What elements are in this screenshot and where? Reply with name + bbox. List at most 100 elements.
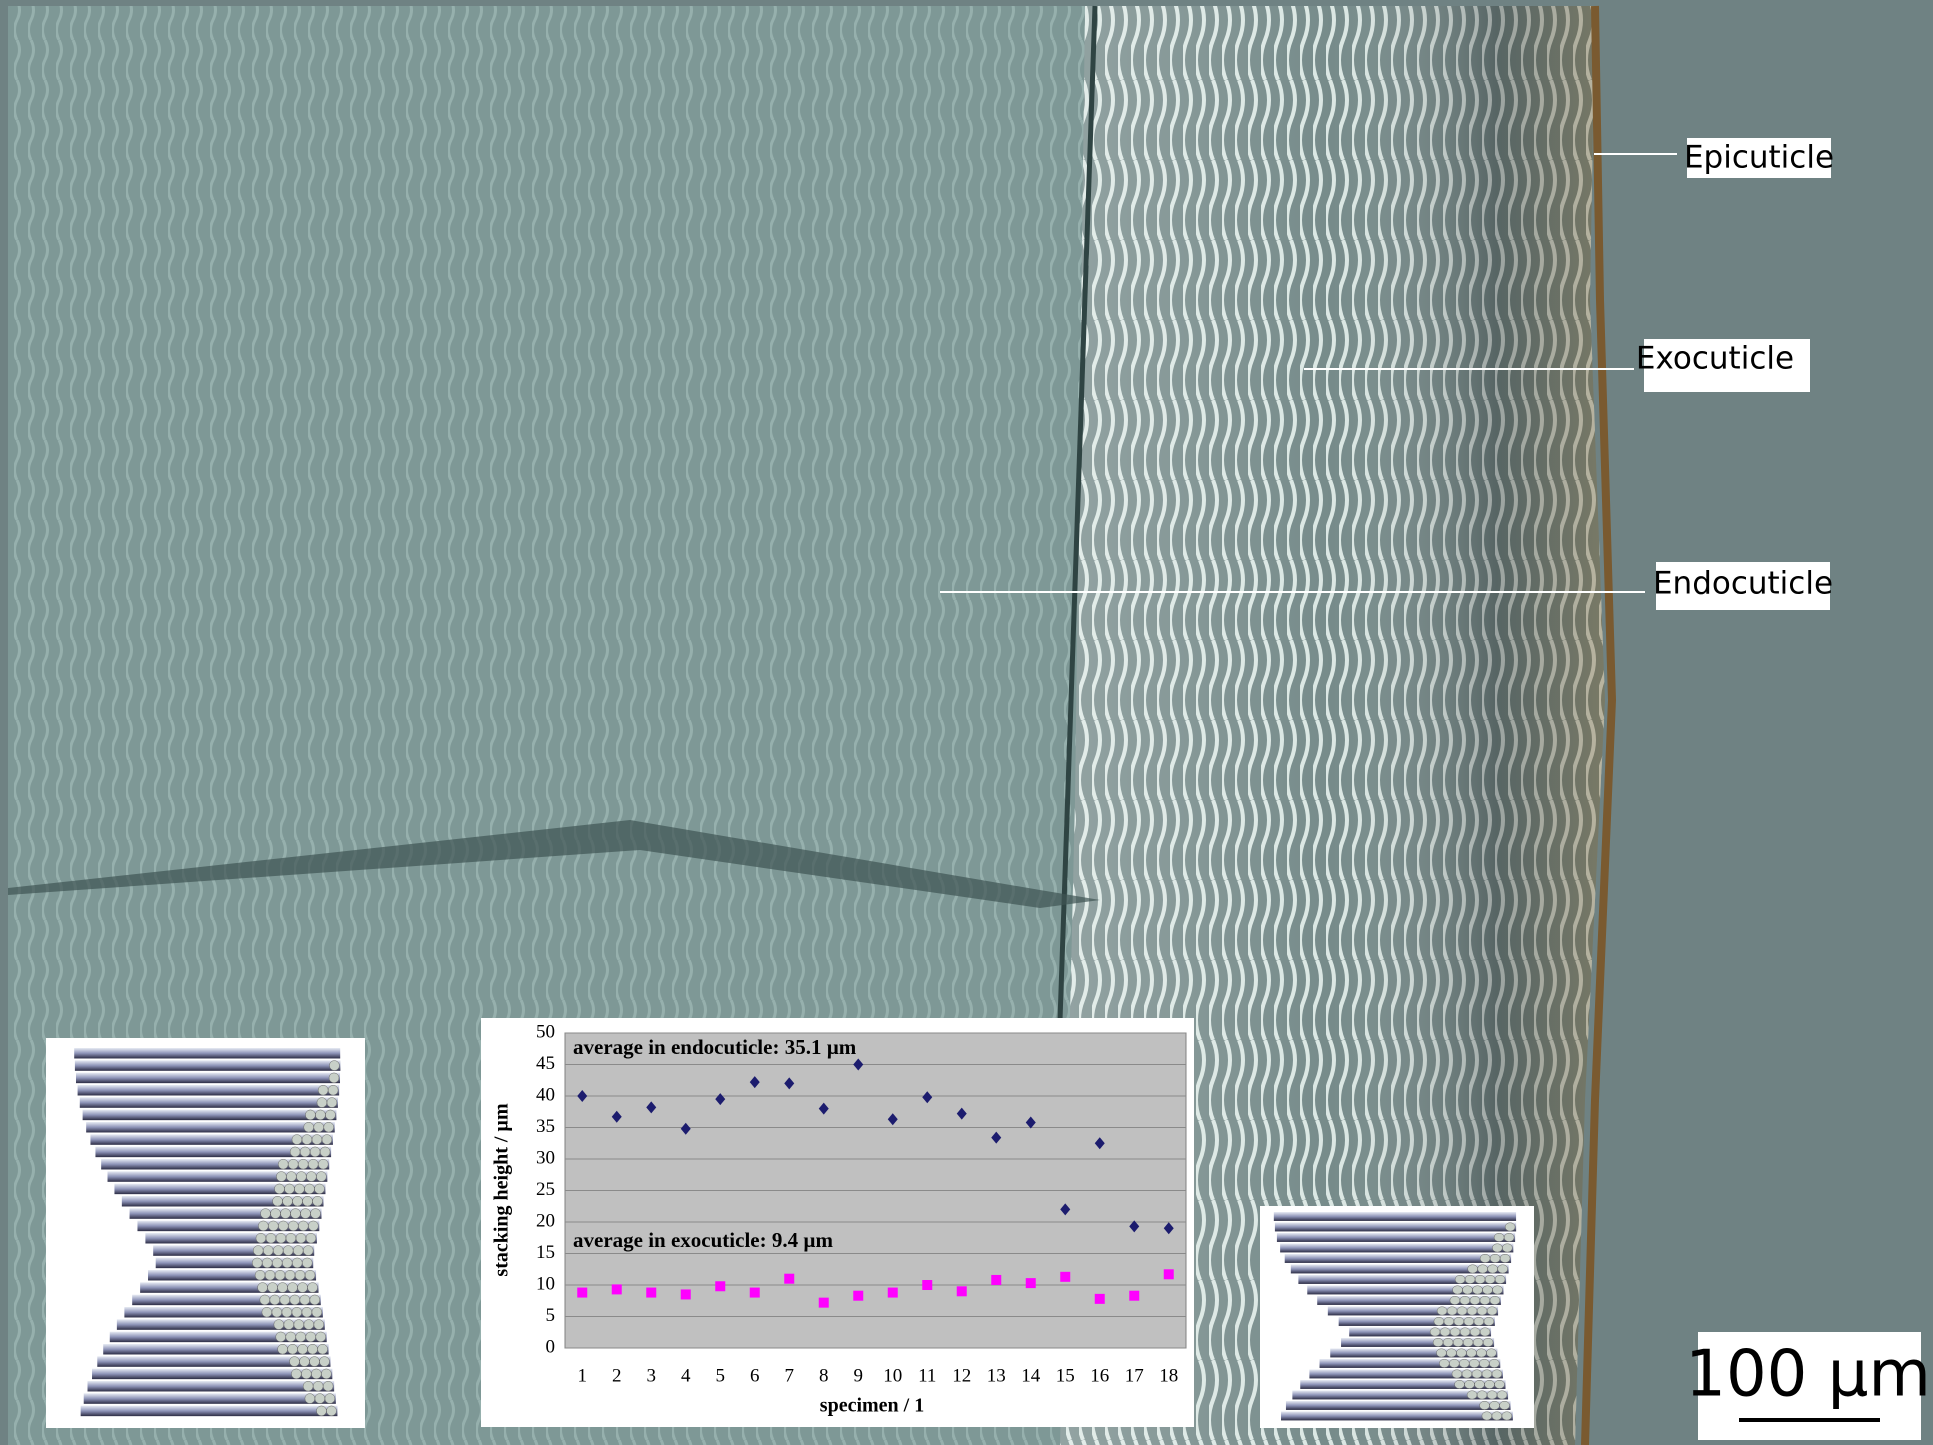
data-point (646, 1288, 656, 1298)
fiber-end (1449, 1359, 1459, 1367)
fiber-end (262, 1258, 272, 1268)
fiber-end (293, 1246, 303, 1256)
fiber-layer (1274, 1212, 1516, 1221)
fiber-layer (1277, 1233, 1515, 1242)
fiber-end (292, 1135, 302, 1145)
fiber-end (306, 1233, 316, 1243)
y-tick-label: 20 (536, 1210, 555, 1231)
fiber-end (1455, 1275, 1465, 1283)
fiber-end (1473, 1286, 1483, 1294)
fiber-end (320, 1147, 330, 1157)
fiber-end (289, 1357, 299, 1367)
fiber-layer (76, 1073, 340, 1083)
annotation: average in endocuticle: 35.1 µm (573, 1035, 857, 1059)
fiber-end (266, 1233, 276, 1243)
x-tick-label: 6 (750, 1365, 760, 1386)
fiber-end (275, 1270, 285, 1280)
fiber-end (1480, 1401, 1490, 1409)
fiber-end (328, 1085, 338, 1095)
x-tick-label: 9 (854, 1365, 864, 1386)
fiber-layer (1275, 1223, 1516, 1232)
fiber-end (1465, 1275, 1475, 1283)
data-point (922, 1280, 932, 1290)
fiber-end (278, 1221, 288, 1231)
fiber-end (286, 1172, 296, 1182)
fiber-end (1505, 1223, 1515, 1231)
annotation: average in exocuticle: 9.4 µm (573, 1228, 833, 1252)
fiber-end (310, 1295, 320, 1305)
fiber-end (1485, 1380, 1495, 1388)
fiber-end (302, 1307, 312, 1317)
fiber-end (324, 1122, 334, 1132)
fiber-end (294, 1184, 304, 1194)
fiber-end (1492, 1370, 1502, 1378)
fiber-end (1487, 1307, 1497, 1315)
fiber-end (325, 1110, 335, 1120)
fiber-end (290, 1295, 300, 1305)
fiber-end (312, 1307, 322, 1317)
fiber-end (1475, 1275, 1485, 1283)
x-tick-label: 17 (1125, 1365, 1144, 1386)
fiber-layer (84, 1393, 336, 1403)
fiber-end (286, 1233, 296, 1243)
x-tick-label: 16 (1090, 1365, 1109, 1386)
fiber-end (1478, 1265, 1488, 1273)
fiber-end (1489, 1359, 1499, 1367)
fiber-end (1463, 1286, 1473, 1294)
fiber-end (291, 1369, 301, 1379)
data-point (612, 1284, 622, 1294)
fiber-end (298, 1221, 308, 1231)
fiber-end (1482, 1412, 1492, 1420)
fiber-end (305, 1394, 315, 1404)
fiber-end (276, 1332, 286, 1342)
fiber-end (1472, 1370, 1482, 1378)
fiber-end (258, 1221, 268, 1231)
fiber-end (285, 1270, 295, 1280)
fiber-end (284, 1184, 294, 1194)
fiber-end (1476, 1349, 1486, 1357)
fiber-end (306, 1332, 316, 1342)
fiber-end (308, 1159, 318, 1169)
x-tick-label: 7 (785, 1365, 795, 1386)
fiber-layer (1285, 1254, 1511, 1263)
scale-bar-label: 100 µm (1685, 1338, 1931, 1412)
fiber-end (286, 1332, 296, 1342)
fiber-end (302, 1258, 312, 1268)
fiber-end (1459, 1359, 1469, 1367)
x-tick-label: 3 (647, 1365, 657, 1386)
fiber-end (294, 1320, 304, 1330)
data-point (1026, 1278, 1036, 1288)
fiber-end (314, 1122, 324, 1132)
fiber-end (260, 1209, 270, 1219)
fiber-layer (75, 1060, 341, 1070)
fiber-end (1457, 1307, 1467, 1315)
fiber-end (304, 1184, 314, 1194)
fiber-end (329, 1061, 339, 1071)
fiber-end (1504, 1233, 1514, 1241)
fiber-layer (74, 1048, 340, 1058)
fiber-end (283, 1246, 293, 1256)
fiber-end (298, 1283, 308, 1293)
fiber-end (1490, 1254, 1500, 1262)
fiber-end (304, 1320, 314, 1330)
fiber-end (1480, 1296, 1490, 1304)
fiber-end (1454, 1317, 1464, 1325)
x-tick-label: 1 (578, 1365, 588, 1386)
fiber-end (316, 1332, 326, 1342)
fiber-end (290, 1147, 300, 1157)
fiber-end (1437, 1307, 1447, 1315)
fiber-end (1453, 1286, 1463, 1294)
data-point (957, 1286, 967, 1296)
fiber-end (1495, 1380, 1505, 1388)
fiber-end (1488, 1265, 1498, 1273)
fiber-end (1490, 1401, 1500, 1409)
fiber-end (273, 1246, 283, 1256)
fiber-end (1498, 1265, 1508, 1273)
data-point (1095, 1294, 1105, 1304)
data-point (888, 1288, 898, 1298)
fiber-end (1474, 1317, 1484, 1325)
fiber-end (278, 1344, 288, 1354)
fiber-end (282, 1307, 292, 1317)
fiber-end (278, 1159, 288, 1169)
fiber-end (292, 1258, 302, 1268)
